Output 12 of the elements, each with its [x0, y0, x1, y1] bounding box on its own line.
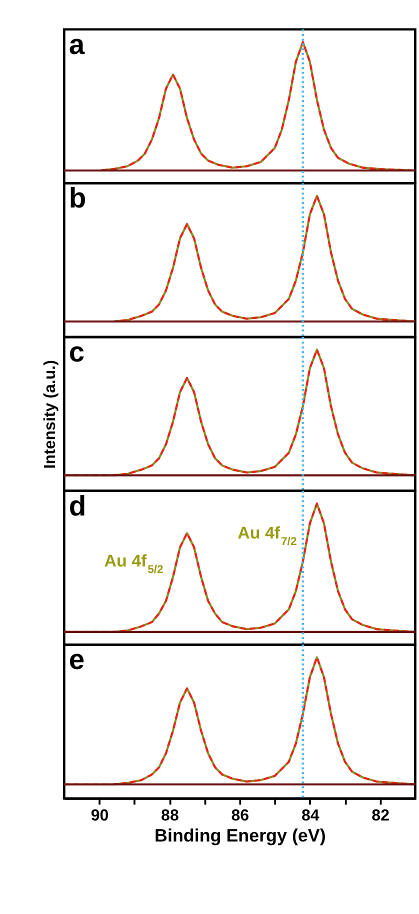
x-tick-label: 90: [90, 806, 109, 825]
chart-title: c: [68, 336, 85, 368]
x-tick-label: 82: [372, 806, 390, 825]
chart-title: e: [68, 643, 85, 676]
y-axis-title: Intensity (a.u.): [41, 360, 60, 469]
x-tick-label: 86: [231, 806, 250, 825]
chart-title: b: [68, 182, 86, 214]
chart-title: a: [68, 28, 85, 60]
chart-title: d: [68, 489, 86, 522]
x-tick-label: 88: [161, 806, 179, 825]
x-tick-label: 84: [301, 806, 320, 825]
x-axis-title: Binding Energy (eV): [154, 825, 326, 846]
